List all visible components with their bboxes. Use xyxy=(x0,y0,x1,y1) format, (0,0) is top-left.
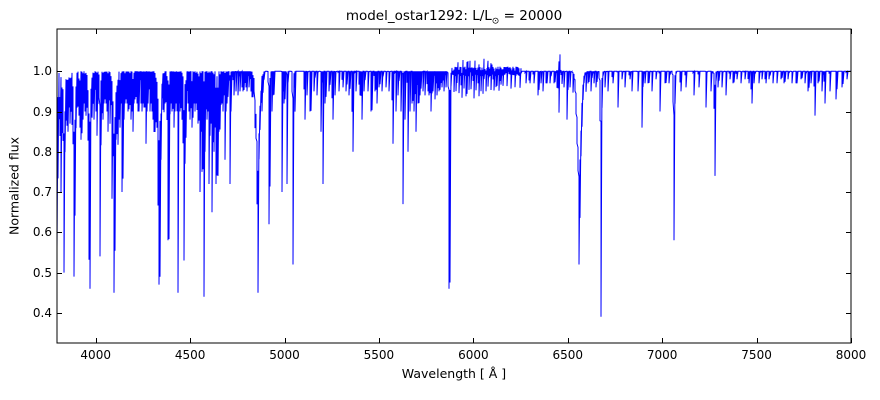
x-tick-label: 7000 xyxy=(646,348,678,362)
x-tick-label: 6000 xyxy=(458,348,489,362)
x-tick-label: 8000 xyxy=(835,348,867,362)
y-tick-label: 0.8 xyxy=(32,144,52,159)
y-tick-label: 0.4 xyxy=(32,305,52,320)
x-axis-label: Wavelength [ Å ] xyxy=(401,366,507,381)
y-tick-label: 0.5 xyxy=(32,265,52,280)
sun-symbol: ⊙ xyxy=(491,16,500,27)
title-text-suffix: = 20000 xyxy=(499,8,563,24)
chart-title: model_ostar1292: L/L⊙ = 20000 xyxy=(346,8,562,27)
y-tick-label: 0.9 xyxy=(32,104,52,119)
y-tick-label: 0.7 xyxy=(32,185,52,200)
x-tick-label: 7500 xyxy=(741,348,772,362)
x-tick-label: 5000 xyxy=(269,348,300,362)
title-text: model_ostar1292: L/L xyxy=(345,8,492,24)
y-tick-label: 0.6 xyxy=(32,225,52,240)
plot-frame xyxy=(56,28,852,344)
x-tick-label: 5500 xyxy=(363,348,395,362)
x-tick-label: 4500 xyxy=(174,348,206,362)
spectrum-line xyxy=(56,54,851,317)
y-tick-label: 1.0 xyxy=(32,64,52,79)
x-tick-label: 4000 xyxy=(80,348,111,362)
x-tick-label: 6500 xyxy=(552,348,584,362)
